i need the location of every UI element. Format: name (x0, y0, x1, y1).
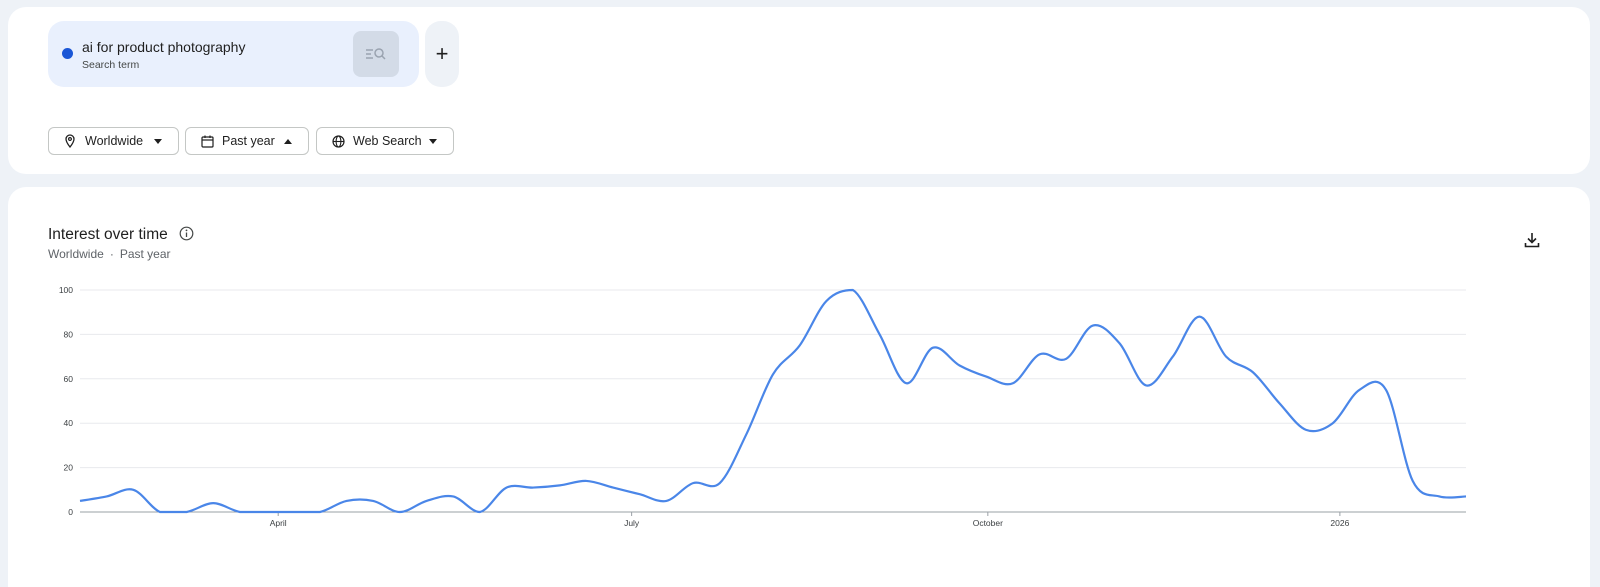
data-point[interactable] (1224, 354, 1229, 359)
data-point[interactable] (637, 492, 642, 497)
data-point[interactable] (451, 494, 456, 499)
data-point[interactable] (504, 485, 509, 490)
data-point[interactable] (1250, 370, 1255, 375)
series-color-dot (62, 48, 73, 59)
data-point[interactable] (717, 481, 722, 486)
interest-over-time-card: Interest over time Worldwide · Past year 0… (8, 187, 1590, 587)
y-tick-label: 100 (59, 285, 73, 295)
search-terms-panel: ai for product photography Search term +… (8, 7, 1590, 174)
data-point[interactable] (291, 510, 296, 515)
data-point[interactable] (1277, 401, 1282, 406)
data-point[interactable] (930, 345, 935, 350)
search-term-title: ai for product photography (82, 39, 246, 55)
chart-subtitle-location: Worldwide (48, 247, 104, 261)
calendar-icon (200, 134, 214, 148)
data-point[interactable] (877, 332, 882, 337)
data-point[interactable] (1357, 387, 1362, 392)
data-point[interactable] (1410, 478, 1415, 483)
y-tick-label: 20 (64, 463, 74, 473)
y-tick-label: 0 (68, 507, 73, 517)
data-point[interactable] (317, 510, 322, 515)
chart-subtitle-separator: · (109, 247, 114, 261)
data-point[interactable] (1464, 494, 1469, 499)
data-point[interactable] (1304, 427, 1309, 432)
filter-location-label: Worldwide (85, 134, 144, 148)
data-point[interactable] (237, 510, 242, 515)
data-point[interactable] (664, 498, 669, 503)
data-point[interactable] (797, 343, 802, 348)
data-point[interactable] (157, 510, 162, 515)
plus-icon: + (435, 41, 449, 66)
data-point[interactable] (78, 498, 83, 503)
x-tick-label: July (624, 518, 640, 528)
data-point[interactable] (477, 510, 482, 515)
add-term-button[interactable]: + (425, 21, 459, 87)
chart-subtitle-time: Past year (119, 247, 171, 261)
data-point[interactable] (184, 510, 189, 515)
data-point[interactable] (1330, 421, 1335, 426)
data-point[interactable] (1010, 381, 1015, 386)
data-point[interactable] (1090, 323, 1095, 328)
compare-search-icon[interactable] (353, 31, 399, 77)
data-point[interactable] (771, 372, 776, 377)
data-point[interactable] (131, 487, 136, 492)
interest-line-chart[interactable]: 0 20 40 60 80 100 April July October 2026 (8, 187, 1590, 587)
data-point[interactable] (1064, 356, 1069, 361)
chevron-down-icon (429, 137, 437, 145)
data-point[interactable] (531, 485, 536, 490)
download-icon[interactable] (1523, 231, 1541, 249)
data-point[interactable] (1117, 341, 1122, 346)
data-point[interactable] (264, 510, 269, 515)
data-point[interactable] (957, 363, 962, 368)
search-term-chip[interactable]: ai for product photography Search term (48, 21, 419, 87)
data-point[interactable] (904, 381, 909, 386)
filter-search-type-label: Web Search (353, 134, 422, 148)
x-tick-label: April (270, 518, 287, 528)
data-point[interactable] (557, 483, 562, 488)
data-point[interactable] (1170, 354, 1175, 359)
data-point[interactable] (824, 299, 829, 304)
filter-location[interactable]: Worldwide (48, 127, 179, 155)
data-point[interactable] (344, 498, 349, 503)
y-tick-label: 80 (64, 329, 74, 339)
series-line[interactable] (79, 288, 1467, 514)
data-point[interactable] (1384, 387, 1389, 392)
x-tick-label: October (973, 518, 1003, 528)
chart-title: Interest over time (48, 226, 168, 243)
data-point[interactable] (744, 432, 749, 437)
data-point[interactable] (1197, 314, 1202, 319)
filter-time-label: Past year (222, 134, 275, 148)
data-point[interactable] (371, 498, 376, 503)
location-pin-icon (63, 134, 77, 148)
y-tick-label: 60 (64, 374, 74, 384)
x-tick-label: 2026 (1330, 518, 1349, 528)
chart-subtitle: Worldwide · Past year (48, 247, 171, 261)
data-point[interactable] (211, 501, 216, 506)
filter-search-type[interactable]: Web Search (316, 127, 454, 155)
data-point[interactable] (850, 288, 855, 293)
data-point[interactable] (984, 374, 989, 379)
data-point[interactable] (397, 510, 402, 515)
data-point[interactable] (691, 481, 696, 486)
data-point[interactable] (1144, 383, 1149, 388)
chevron-down-icon (154, 137, 162, 145)
info-icon[interactable] (179, 226, 194, 241)
y-tick-label: 40 (64, 418, 74, 428)
data-point[interactable] (584, 478, 589, 483)
data-point[interactable] (1037, 352, 1042, 357)
globe-icon (331, 134, 345, 148)
chevron-up-icon (284, 137, 292, 145)
filter-time-range[interactable]: Past year (185, 127, 309, 155)
data-point[interactable] (424, 498, 429, 503)
search-term-subtitle: Search term (82, 59, 140, 71)
data-point[interactable] (1437, 494, 1442, 499)
data-point[interactable] (104, 494, 109, 499)
data-point[interactable] (611, 485, 616, 490)
